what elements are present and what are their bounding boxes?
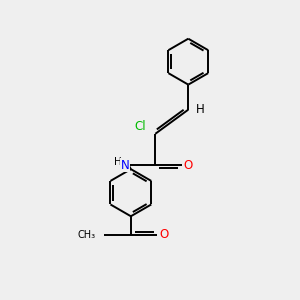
Text: Cl: Cl [134,120,146,133]
Text: O: O [159,228,169,241]
Text: O: O [184,159,193,172]
Text: H: H [114,157,122,167]
Text: N: N [121,159,130,172]
Text: H: H [196,103,205,116]
Text: CH₃: CH₃ [78,230,96,240]
